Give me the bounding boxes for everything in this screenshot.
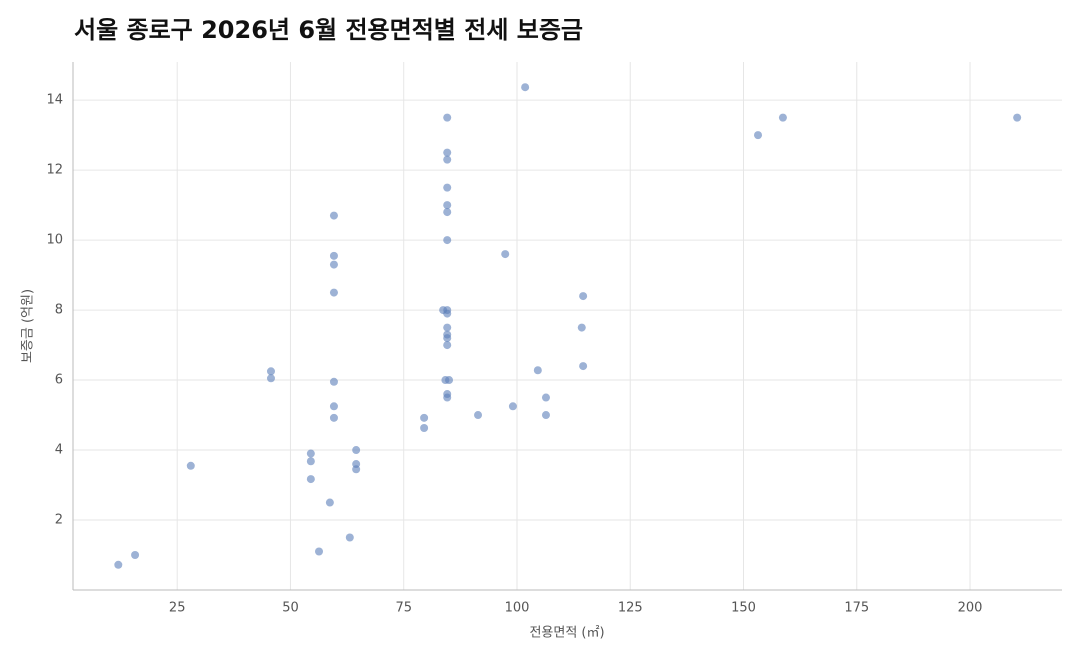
point xyxy=(579,362,588,371)
x-tick-label: 125 xyxy=(618,601,643,616)
point xyxy=(329,251,338,260)
point xyxy=(443,236,452,245)
point xyxy=(577,323,586,332)
chart-title: 서울 종로구 2026년 6월 전용면적별 전세 보증금 xyxy=(74,16,583,44)
x-tick-label: 150 xyxy=(731,601,756,616)
point xyxy=(443,309,452,318)
point xyxy=(329,413,338,422)
x-tick-label: 75 xyxy=(395,601,412,616)
point xyxy=(315,547,324,556)
y-tick-label: 14 xyxy=(46,93,63,108)
point xyxy=(445,376,454,385)
x-tick-label: 25 xyxy=(169,601,186,616)
y-tick-label: 2 xyxy=(55,513,63,528)
point xyxy=(329,260,338,269)
point xyxy=(352,465,361,474)
point xyxy=(443,334,452,343)
point xyxy=(579,292,588,301)
point xyxy=(754,131,763,140)
x-tick-label: 200 xyxy=(958,601,983,616)
point xyxy=(443,323,452,332)
point xyxy=(306,457,315,466)
point xyxy=(541,393,550,402)
point xyxy=(443,201,452,210)
point xyxy=(329,288,338,297)
point xyxy=(541,411,550,420)
y-tick-label: 12 xyxy=(46,163,63,178)
point xyxy=(345,533,354,542)
point xyxy=(420,423,429,432)
x-tick-label: 50 xyxy=(282,601,299,616)
y-tick-label: 10 xyxy=(46,233,63,248)
point xyxy=(508,402,517,411)
point xyxy=(131,551,140,560)
point xyxy=(443,155,452,164)
point xyxy=(501,250,510,259)
point xyxy=(306,449,315,458)
point xyxy=(443,183,452,192)
point xyxy=(306,475,315,484)
point xyxy=(329,377,338,386)
point xyxy=(266,367,275,376)
point xyxy=(474,411,483,420)
point xyxy=(521,83,530,92)
point xyxy=(443,148,452,157)
point xyxy=(443,208,452,217)
point xyxy=(186,461,195,470)
point xyxy=(420,413,429,422)
x-tick-label: 100 xyxy=(505,601,530,616)
point xyxy=(443,113,452,122)
x-tick-label: 175 xyxy=(844,601,869,616)
y-axis-label: 보증금 (억원) xyxy=(21,289,36,363)
point xyxy=(114,560,123,569)
point xyxy=(533,366,542,375)
point xyxy=(443,393,452,402)
x-axis-label: 전용면적 (㎡) xyxy=(529,626,604,641)
point xyxy=(352,446,361,455)
point xyxy=(266,374,275,383)
point xyxy=(329,402,338,411)
point xyxy=(443,341,452,350)
point xyxy=(778,113,787,122)
point xyxy=(325,498,334,507)
point xyxy=(1013,113,1022,122)
y-tick-label: 4 xyxy=(55,443,63,458)
point xyxy=(329,211,338,220)
y-tick-label: 8 xyxy=(55,303,63,318)
y-tick-label: 6 xyxy=(55,373,63,388)
